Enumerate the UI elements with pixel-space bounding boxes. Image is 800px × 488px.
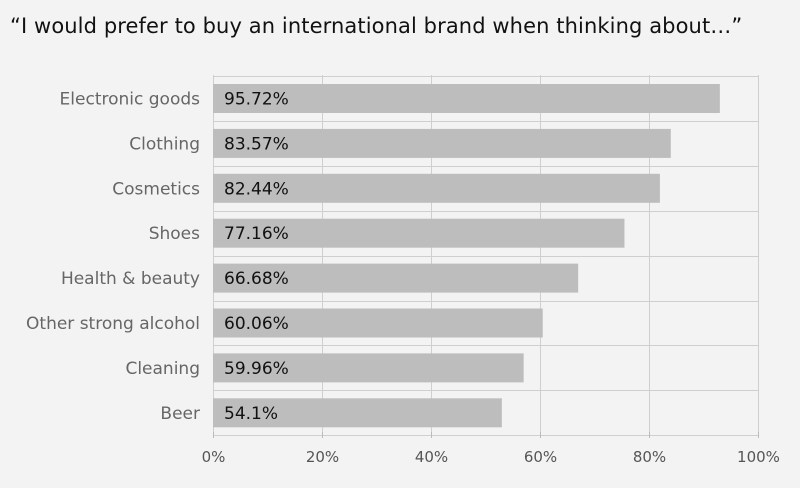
category-label: Beer — [160, 404, 200, 424]
bar — [213, 263, 579, 293]
bar — [213, 218, 625, 248]
x-tick-label: 60% — [524, 448, 557, 466]
x-tick-label: 100% — [737, 448, 780, 466]
value-label: 66.68% — [224, 269, 289, 289]
x-tick-label: 40% — [415, 448, 448, 466]
value-label: 54.1% — [224, 404, 278, 424]
chart-title: “I would prefer to buy an international … — [10, 14, 743, 38]
bar — [213, 308, 543, 338]
value-label: 83.57% — [224, 134, 289, 154]
category-label: Electronic goods — [60, 90, 201, 110]
category-label: Cosmetics — [112, 179, 200, 199]
x-tick-label: 80% — [633, 448, 666, 466]
bars — [213, 84, 720, 428]
value-label: 95.72% — [224, 90, 289, 110]
category-label: Shoes — [149, 224, 200, 244]
x-tick-label: 20% — [306, 448, 339, 466]
category-label: Clothing — [129, 134, 200, 154]
value-label: 60.06% — [224, 314, 289, 334]
category-label: Cleaning — [125, 359, 200, 379]
bar — [213, 398, 502, 428]
x-axis: 0% 20% 40% 60% 80% 100% — [202, 432, 780, 466]
bar — [213, 173, 660, 203]
category-label: Health & beauty — [61, 269, 200, 289]
category-label: Other strong alcohol — [26, 314, 200, 334]
value-label: 82.44% — [224, 179, 289, 199]
value-label: 59.96% — [224, 359, 289, 379]
bar — [213, 84, 720, 113]
x-tick-label: 0% — [202, 448, 226, 466]
labels: 95.72% Electronic goods 83.57% Clothing 82.4… — [26, 90, 289, 424]
bar — [213, 128, 671, 158]
bar — [213, 353, 524, 383]
value-label: 77.16% — [224, 224, 289, 244]
